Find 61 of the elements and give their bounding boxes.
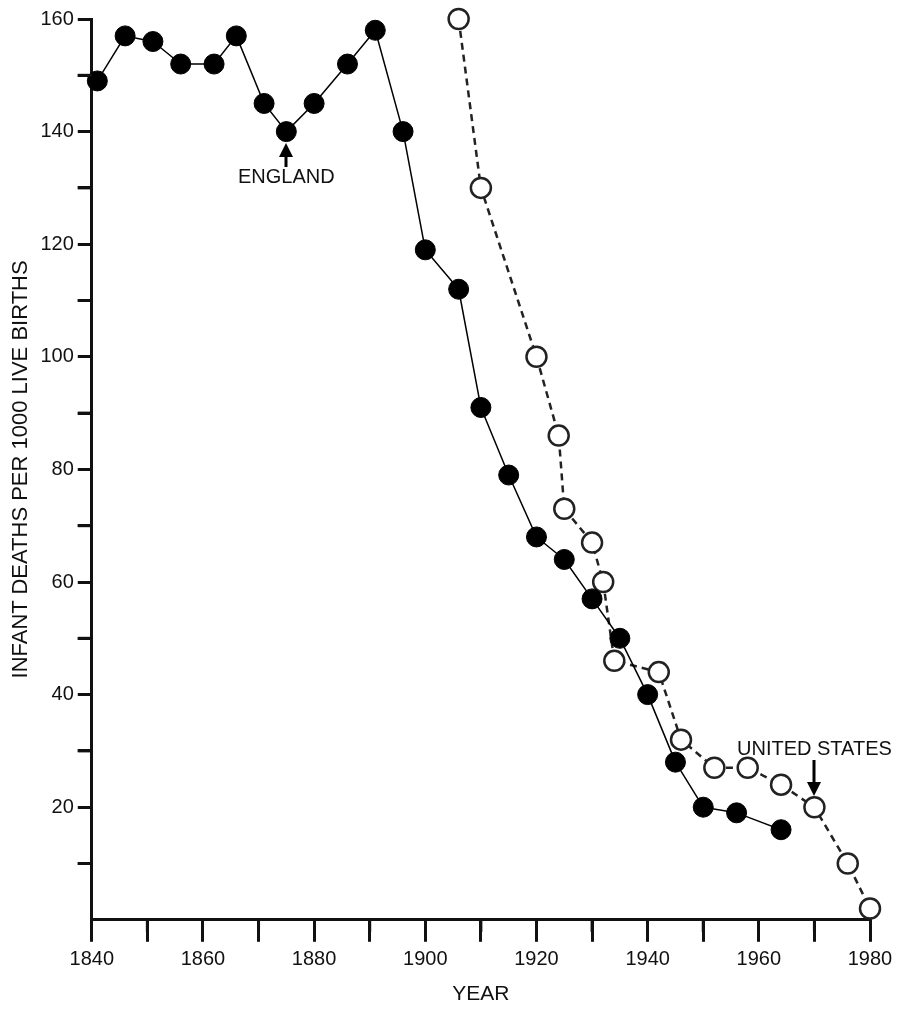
point [392,121,414,143]
x-tick-label: 1920 [514,947,559,970]
point [142,31,164,53]
point [498,464,520,486]
y-tick-label: 160 [40,6,74,29]
point [770,819,792,841]
x-tick-label: 1960 [736,947,782,970]
point [303,92,325,114]
y-tick-label: 100 [40,344,74,367]
y-axis-title: INFANT DEATHS PER 1000 LIVE BIRTHS [7,260,33,679]
point [603,649,626,673]
point [664,751,686,773]
point [726,802,748,824]
point [703,756,726,780]
point [609,627,631,649]
point [637,684,659,706]
point [836,852,860,875]
y-tick-label: 80 [51,456,74,479]
point [580,531,604,554]
point [736,756,759,780]
point [647,660,671,684]
point [525,345,548,369]
point [114,25,136,47]
point [225,25,247,47]
point [591,570,615,594]
point [858,897,882,920]
x-tick-label: 1880 [291,947,337,970]
point [553,548,575,570]
x-tick-label: 1900 [403,947,448,970]
y-tick-label: 20 [51,794,74,817]
y-tick-label: 60 [51,569,74,592]
point [581,588,603,610]
x-tick-label: 1860 [180,947,226,970]
point [469,176,493,200]
point [553,497,576,521]
y-tick-label: 140 [40,119,74,142]
point [669,728,693,751]
point [447,7,470,31]
point [803,795,826,819]
point [170,53,192,75]
x-tick-label: 1980 [847,947,893,970]
annotation: ENGLAND [237,165,335,188]
point [525,526,547,548]
x-tick-label: 1840 [69,947,115,970]
annotation: UNITED STATES [737,736,892,759]
point [547,424,570,447]
point [692,796,714,818]
point [203,53,225,75]
point [448,278,470,300]
y-tick-label: 120 [40,231,74,254]
point [470,396,492,418]
point [253,92,275,114]
point [414,239,436,261]
point [275,121,297,143]
point [86,70,108,92]
x-axis-title: YEAR [452,981,510,1005]
x-tick-label: 1940 [625,947,670,970]
point [769,773,793,796]
y-tick-label: 40 [51,682,74,705]
point [336,53,358,75]
point [364,19,386,41]
